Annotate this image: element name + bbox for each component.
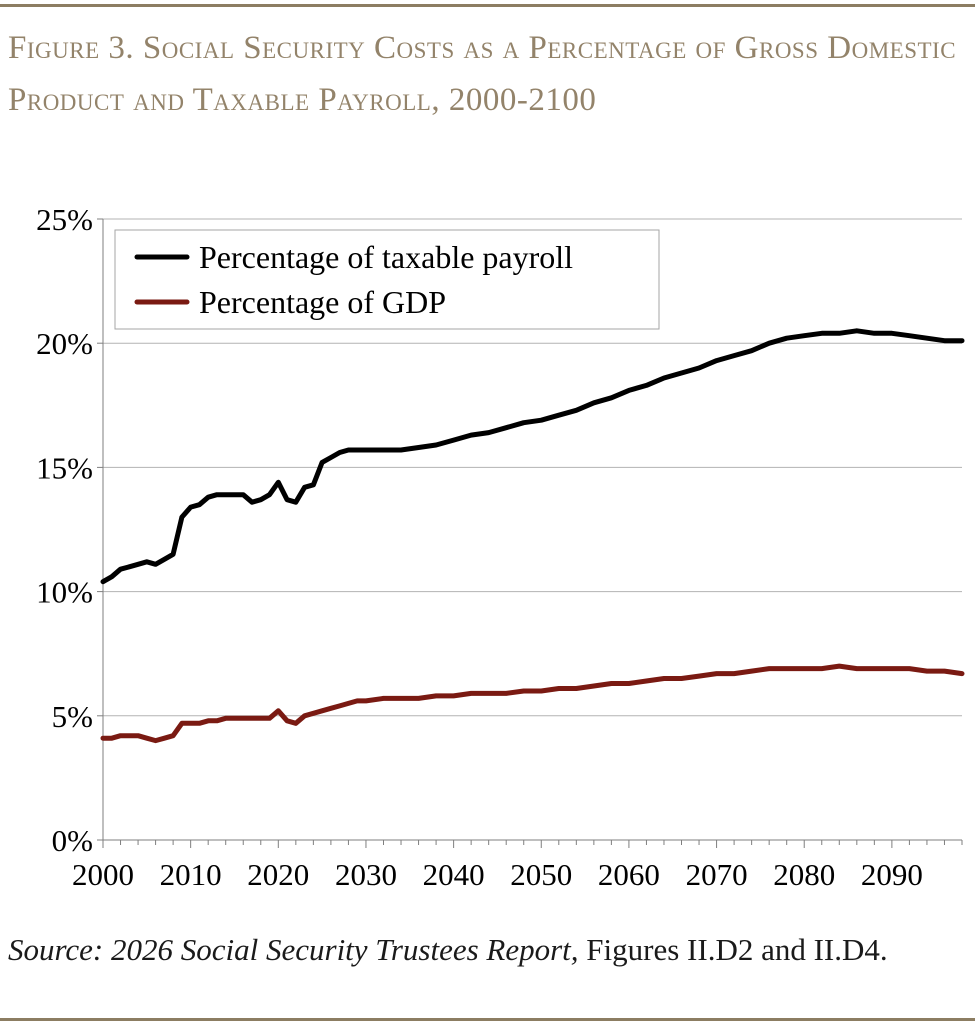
y-tick-label: 25% bbox=[36, 202, 93, 237]
x-tick-label: 2000 bbox=[72, 857, 134, 892]
axes: 0% 5% 10% 15% 20% 25% 2000 2010 2020 2030 2040 2050… bbox=[36, 202, 963, 892]
x-tick-label: 2050 bbox=[510, 857, 572, 892]
x-tick-label: 2090 bbox=[861, 857, 923, 892]
legend-label-1: Percentage of taxable payroll bbox=[199, 239, 573, 275]
series-line-2 bbox=[100, 663, 965, 744]
legend-box bbox=[114, 229, 660, 330]
legend: Percentage of taxable payroll Percentage … bbox=[114, 229, 660, 330]
bottom-rule bbox=[0, 1018, 975, 1021]
x-tick-label: 2060 bbox=[598, 857, 660, 892]
source-figures: Figures II.D2 and II.D4. bbox=[578, 932, 888, 967]
x-tick-label: 2070 bbox=[686, 857, 748, 892]
source-citation: Source: 2026 Social Security Trustees Re… bbox=[8, 932, 579, 967]
top-rule bbox=[0, 4, 975, 7]
y-tick-label: 15% bbox=[36, 450, 93, 485]
legend-label-2: Percentage of GDP bbox=[199, 284, 446, 320]
x-tick-label: 2040 bbox=[423, 857, 485, 892]
y-tick-label: 5% bbox=[52, 699, 93, 734]
y-tick-label: 10% bbox=[36, 575, 93, 610]
figure-title: Figure 3. Social Security Costs as a Per… bbox=[8, 30, 957, 118]
x-tick-label: 2080 bbox=[773, 857, 835, 892]
line-chart: 0% 5% 10% 15% 20% 25% 2000 2010 2020 2030 2040 2050… bbox=[36, 202, 965, 892]
source-note: Source: 2026 Social Security Trustees Re… bbox=[8, 928, 958, 972]
x-tick-label: 2010 bbox=[160, 857, 222, 892]
series bbox=[100, 328, 965, 744]
y-tick-label: 20% bbox=[36, 326, 93, 361]
x-tick-label: 2020 bbox=[247, 857, 309, 892]
series-line-1 bbox=[100, 328, 965, 585]
x-tick-label: 2030 bbox=[335, 857, 397, 892]
y-tick-label: 0% bbox=[52, 823, 93, 858]
